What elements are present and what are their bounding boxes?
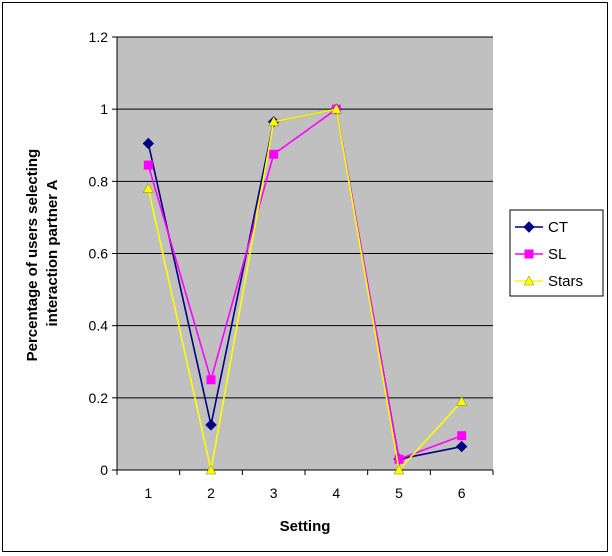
data-point [269, 149, 279, 159]
data-point [456, 395, 468, 406]
data-point [205, 419, 217, 431]
data-point [142, 137, 155, 150]
x-tick-label: 2 [207, 485, 215, 501]
legend-label: CT [548, 219, 568, 236]
data-point [206, 375, 216, 385]
series-line [147, 107, 462, 461]
series-stars [142, 103, 468, 475]
y-tick-label: 0.6 [89, 246, 109, 262]
x-tick-label: 4 [332, 485, 340, 501]
y-axis-title-line-2: interaction partner A [44, 179, 61, 326]
y-tick-label: 0.8 [89, 173, 109, 189]
y-tick-label: 0.4 [89, 318, 109, 334]
y-tick-label: 0.2 [89, 390, 109, 406]
x-tick-label: 1 [144, 485, 152, 501]
x-tick-label: 3 [270, 485, 278, 501]
legend-entry-ct: CT [515, 219, 568, 236]
y-tick-label: 0 [100, 462, 108, 478]
data-point [457, 431, 467, 441]
x-tick-label: 5 [395, 485, 403, 501]
y-ticks: 0 0.2 0.4 0.6 0.8 1 1.2 [89, 29, 117, 478]
data-point [143, 160, 153, 170]
y-tick-label: 1.2 [89, 29, 109, 45]
legend-label: SL [548, 246, 566, 263]
legend-entry-sl: SL [515, 246, 566, 263]
data-point [205, 464, 217, 475]
legend-marker [523, 221, 535, 233]
x-tick-label: 6 [458, 485, 466, 501]
legend-marker [523, 275, 535, 286]
series-layer [142, 103, 468, 475]
data-point [455, 440, 468, 453]
legend: CT SL Stars [509, 209, 604, 297]
y-axis-title-line-1: Percentage of users selecting [24, 149, 41, 362]
data-point [393, 464, 405, 475]
data-point [394, 454, 404, 464]
data-point [142, 183, 154, 193]
x-axis-title: Setting [280, 518, 331, 535]
legend-marker [524, 249, 534, 259]
data-point [268, 116, 280, 127]
series-line [147, 108, 463, 472]
y-axis-title: Percentage of users selecting interactio… [24, 145, 61, 362]
chart-frame: 0 0.2 0.4 0.6 0.8 1 1.2 1 2 3 4 5 6 Setting Percent… [2, 2, 608, 552]
y-tick-label: 1 [100, 101, 108, 117]
data-point [330, 103, 342, 114]
legend-label: Stars [548, 273, 583, 290]
legend-entry-stars: Stars [515, 273, 583, 290]
x-ticks: 1 2 3 4 5 6 [116, 470, 494, 501]
line-chart: 0 0.2 0.4 0.6 0.8 1 1.2 1 2 3 4 5 6 Setting Percent… [24, 29, 604, 535]
